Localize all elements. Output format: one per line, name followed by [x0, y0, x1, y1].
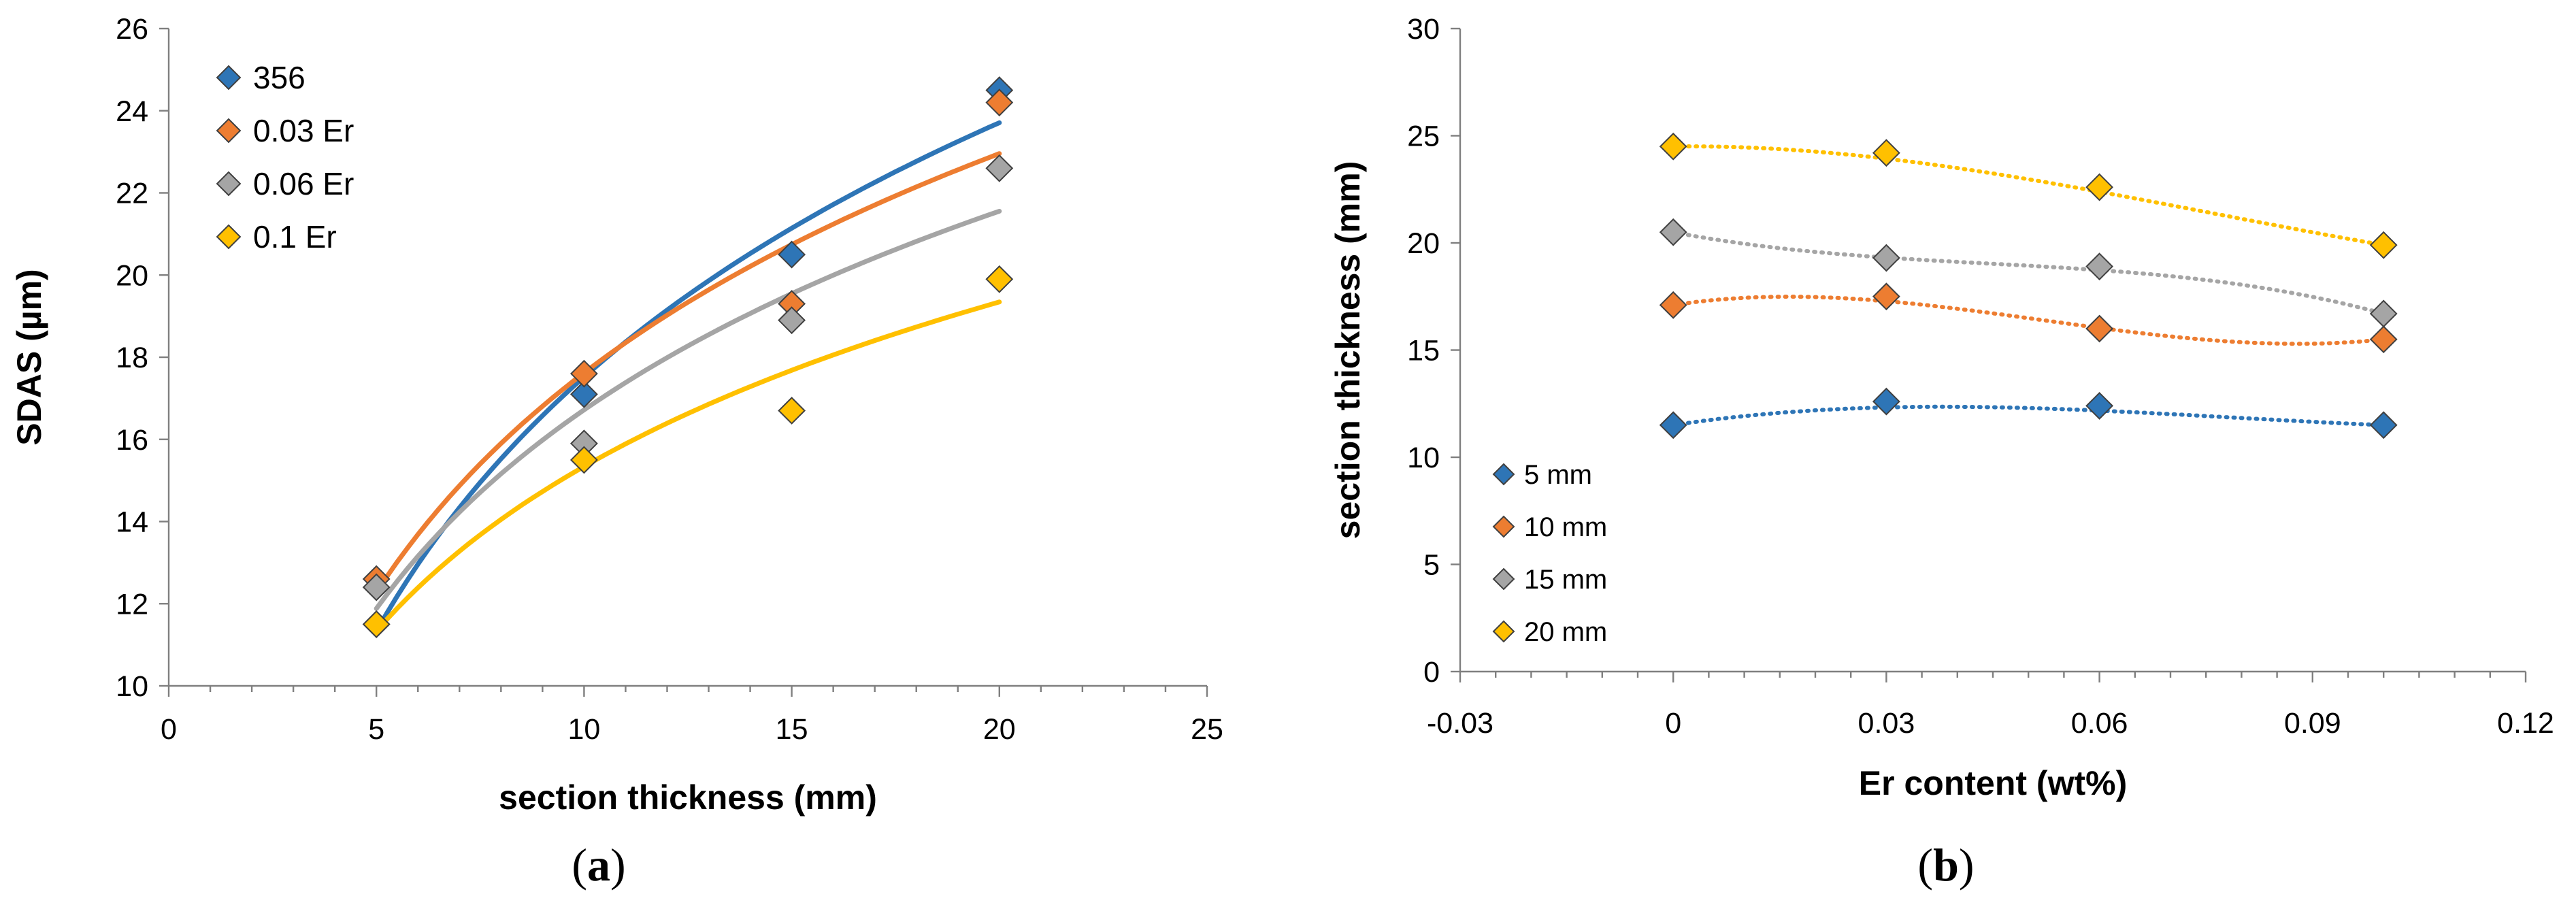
point-series-3 — [778, 397, 806, 425]
point-series-1 — [1872, 282, 1900, 311]
legend-label-0: 5 mm — [1524, 460, 1592, 490]
point-series-0 — [1872, 387, 1900, 416]
y-tick-label: 10 — [1407, 442, 1440, 474]
x-tick-label: -0.03 — [1427, 707, 1493, 740]
point-series-2 — [2085, 252, 2114, 281]
y-tick-label: 25 — [1407, 120, 1440, 153]
x-tick-label: 25 — [1191, 713, 1223, 746]
y-tick-label: 22 — [116, 178, 148, 210]
x-tick-label: 0.12 — [2497, 707, 2554, 740]
x-tick-label: 15 — [776, 713, 808, 746]
x-tick-label: 20 — [983, 713, 1016, 746]
y-tick-label: 24 — [116, 95, 148, 128]
point-series-3 — [569, 446, 598, 474]
trendline-3 — [374, 299, 1002, 633]
point-series-2 — [2369, 299, 2398, 328]
x-tick-label: 5 — [368, 713, 384, 746]
point-series-0 — [569, 380, 598, 408]
x-axis-title: section thickness (mm) — [499, 778, 877, 817]
y-tick-label: 20 — [1407, 227, 1440, 260]
x-tick-label: 0.03 — [1858, 707, 1915, 740]
point-series-0 — [778, 240, 806, 269]
y-tick-label: 15 — [1407, 335, 1440, 367]
legend-marker-1 — [1492, 515, 1515, 538]
point-series-1 — [2369, 325, 2398, 354]
legend-label-3: 0.1 Er — [253, 219, 337, 254]
point-series-1 — [985, 88, 1014, 117]
point-series-0 — [1659, 411, 1687, 440]
x-tick-label: 0.06 — [2071, 707, 2128, 740]
x-tick-label: 0.09 — [2284, 707, 2341, 740]
point-series-2 — [1659, 218, 1687, 246]
trendline-0 — [1671, 404, 2386, 427]
y-tick-label: 12 — [116, 588, 148, 621]
x-tick-label: 0 — [161, 713, 177, 746]
y-tick-label: 14 — [116, 506, 148, 539]
trendline-1 — [1671, 294, 2386, 346]
y-axis-title: SDAS (µm) — [10, 269, 48, 445]
y-axis-title: section thickness (mm) — [1329, 161, 1367, 540]
caption-b: (b) — [1917, 839, 1974, 891]
trendline-1 — [374, 151, 1002, 595]
point-series-2 — [1872, 244, 1900, 272]
x-tick-label: 10 — [567, 713, 600, 746]
point-series-1 — [2085, 314, 2114, 343]
legend-marker-0 — [216, 65, 242, 90]
point-series-3 — [985, 265, 1014, 293]
legend-marker-3 — [1492, 620, 1515, 643]
point-series-3 — [1872, 139, 1900, 167]
point-series-2 — [985, 154, 1014, 182]
x-axis-title: Er content (wt%) — [1859, 764, 2127, 802]
legend-marker-1 — [216, 118, 242, 144]
legend-label-2: 0.06 Er — [253, 166, 354, 201]
y-tick-label: 10 — [116, 670, 148, 703]
legend-marker-3 — [216, 224, 242, 250]
trendline-3 — [1671, 144, 2386, 248]
point-series-3 — [362, 610, 391, 638]
panel-a-chart: 10 12 14 16 18 20 22 24 26 0 5 10 15 20 25 section thic… — [10, 13, 1223, 891]
point-series-2 — [362, 573, 391, 601]
legend-label-3: 20 mm — [1524, 617, 1607, 647]
legend-label-0: 356 — [253, 60, 306, 95]
point-series-0 — [2369, 411, 2398, 440]
trendline-0 — [374, 120, 1002, 634]
legend-label-2: 15 mm — [1524, 565, 1607, 595]
trendline-2 — [1671, 230, 2386, 316]
point-series-3 — [2085, 173, 2114, 201]
legend-marker-2 — [216, 171, 242, 197]
y-tick-label: 16 — [116, 424, 148, 457]
point-series-1 — [569, 359, 598, 388]
point-series-0 — [2085, 391, 2114, 420]
legend-marker-2 — [1492, 567, 1515, 591]
point-series-3 — [1659, 132, 1687, 161]
y-tick-label: 0 — [1423, 656, 1440, 689]
caption-a: (a) — [572, 839, 625, 891]
point-series-1 — [1659, 291, 1687, 319]
legend-marker-0 — [1492, 463, 1515, 486]
x-tick-label: 0 — [1665, 707, 1681, 740]
y-tick-label: 20 — [116, 259, 148, 292]
point-series-2 — [778, 306, 806, 335]
legend-label-1: 10 mm — [1524, 512, 1607, 542]
caption-b-letter: b — [1933, 839, 1959, 891]
y-tick-label: 26 — [116, 13, 148, 46]
y-tick-label: 30 — [1407, 13, 1440, 46]
y-tick-label: 18 — [116, 342, 148, 374]
trendline-2 — [374, 208, 1002, 611]
caption-a-letter: a — [587, 839, 610, 891]
legend-label-1: 0.03 Er — [253, 113, 354, 148]
y-tick-label: 5 — [1423, 549, 1440, 582]
point-series-3 — [2369, 231, 2398, 259]
panel-b-chart: 0 5 10 15 20 25 30 -0.03 0 0.03 0.06 0.09 0.12 Er con… — [1329, 13, 2554, 891]
